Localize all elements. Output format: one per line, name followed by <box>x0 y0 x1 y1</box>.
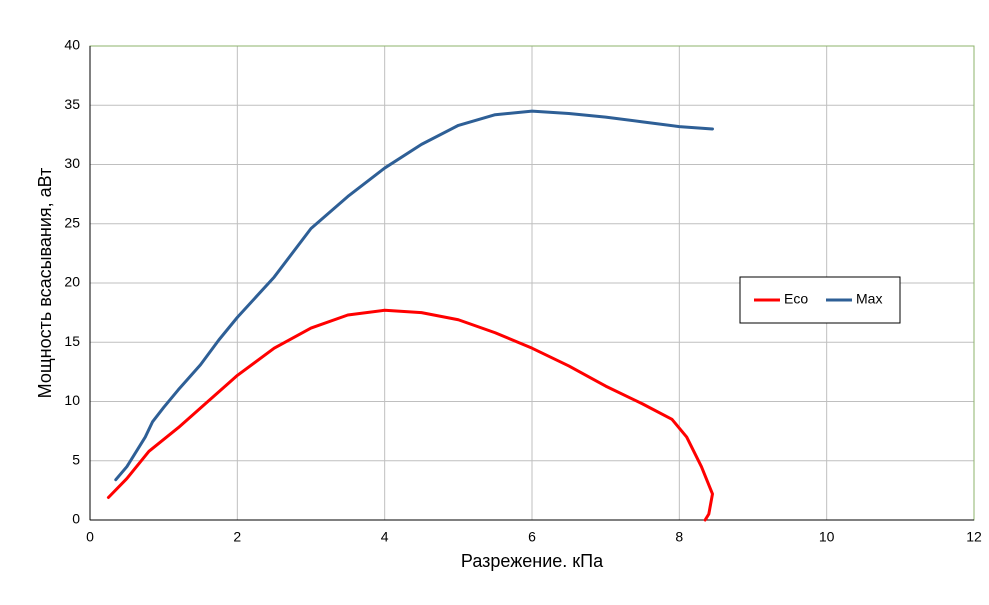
x-axis-label: Разрежение. кПа <box>461 551 604 571</box>
x-tick-label: 10 <box>819 529 835 545</box>
y-tick-label: 15 <box>64 333 80 349</box>
y-tick-label: 25 <box>64 214 80 230</box>
y-axis-label: Мощность всасывания, аВт <box>35 168 55 399</box>
legend-label: Max <box>856 291 882 307</box>
x-tick-label: 8 <box>675 529 683 545</box>
data-line <box>114 109 714 482</box>
data-line <box>106 308 714 522</box>
y-tick-label: 40 <box>64 37 80 53</box>
y-tick-label: 30 <box>64 155 80 171</box>
x-tick-label: 4 <box>381 529 389 545</box>
x-tick-label: 2 <box>233 529 241 545</box>
y-tick-label: 35 <box>64 96 80 112</box>
x-tick-label: 0 <box>86 529 94 545</box>
x-tick-label: 12 <box>966 529 982 545</box>
legend-label: Eco <box>784 291 808 307</box>
y-tick-label: 5 <box>72 451 80 467</box>
y-tick-label: 10 <box>64 392 80 408</box>
y-tick-label: 0 <box>72 511 80 527</box>
y-tick-label: 20 <box>64 274 80 290</box>
x-tick-label: 6 <box>528 529 536 545</box>
